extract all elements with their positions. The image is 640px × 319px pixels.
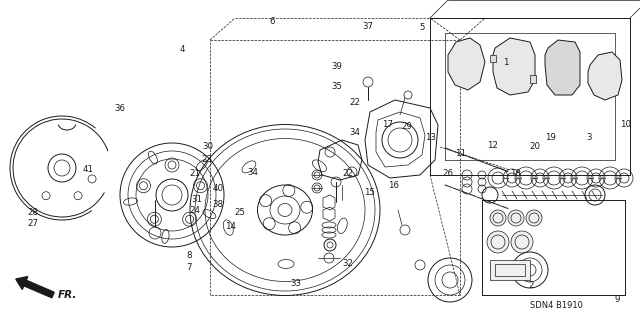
Text: 23: 23 [201, 155, 212, 164]
Polygon shape [588, 52, 622, 100]
Text: 20: 20 [529, 142, 540, 151]
Text: 12: 12 [487, 141, 499, 150]
Text: 5: 5 [420, 23, 425, 32]
Text: 2: 2 [529, 281, 534, 290]
Text: 37: 37 [362, 22, 374, 31]
Text: 39: 39 [332, 63, 342, 71]
Text: 1: 1 [503, 58, 508, 67]
Text: 9: 9 [615, 295, 620, 304]
Circle shape [511, 231, 533, 253]
Text: 32: 32 [342, 259, 353, 268]
Text: 13: 13 [424, 133, 436, 142]
Text: 10: 10 [620, 120, 632, 129]
Text: 24: 24 [189, 206, 201, 215]
Text: 15: 15 [364, 189, 376, 197]
Text: 7: 7 [186, 263, 191, 272]
FancyArrow shape [16, 277, 54, 298]
Text: 33: 33 [290, 279, 301, 288]
FancyBboxPatch shape [490, 260, 530, 280]
Text: SDN4 B1910: SDN4 B1910 [530, 301, 583, 310]
Text: 27: 27 [28, 219, 39, 228]
Text: 35: 35 [332, 82, 343, 91]
Text: 36: 36 [115, 104, 126, 113]
Circle shape [490, 210, 506, 226]
Text: 41: 41 [83, 165, 94, 174]
Text: 28: 28 [28, 208, 39, 217]
Text: 11: 11 [455, 149, 467, 158]
Text: 6: 6 [269, 17, 275, 26]
Text: 18: 18 [509, 169, 521, 178]
Text: 22: 22 [349, 98, 361, 107]
Text: 21: 21 [189, 169, 201, 178]
Text: 8: 8 [186, 251, 191, 260]
Text: 22: 22 [342, 169, 353, 178]
Polygon shape [545, 40, 580, 95]
Polygon shape [490, 55, 496, 62]
Text: 34: 34 [349, 128, 361, 137]
Text: 30: 30 [202, 142, 214, 151]
Polygon shape [530, 75, 536, 83]
Text: 19: 19 [545, 133, 556, 142]
Text: 3: 3 [586, 133, 591, 142]
Polygon shape [448, 38, 485, 90]
Circle shape [526, 210, 542, 226]
Text: 31: 31 [191, 195, 203, 204]
Text: 40: 40 [212, 184, 223, 193]
Text: FR.: FR. [58, 290, 77, 300]
Text: 34: 34 [247, 168, 259, 177]
Text: 17: 17 [381, 120, 393, 129]
Text: 26: 26 [442, 169, 454, 178]
Text: 16: 16 [388, 181, 399, 189]
Text: 29: 29 [401, 122, 412, 130]
Circle shape [508, 210, 524, 226]
Circle shape [487, 231, 509, 253]
Text: 14: 14 [225, 222, 236, 231]
Text: 25: 25 [234, 208, 246, 217]
Text: 38: 38 [212, 200, 223, 209]
Text: 4: 4 [180, 45, 185, 54]
Polygon shape [493, 38, 535, 95]
